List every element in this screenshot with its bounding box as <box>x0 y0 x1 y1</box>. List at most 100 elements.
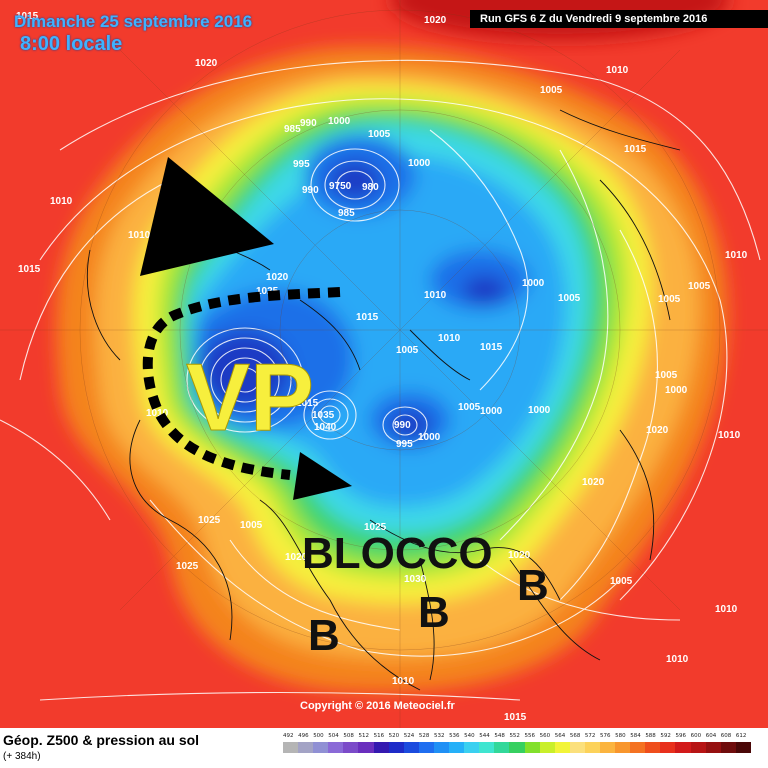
isobar-label: 1025 <box>364 522 387 533</box>
scale-label: 568 <box>569 733 581 739</box>
isobar-label: 1005 <box>240 520 263 531</box>
scale-swatch <box>584 742 600 753</box>
isobar-label: 1000 <box>528 405 551 416</box>
isobar-label: 1005 <box>688 281 711 292</box>
isobar-label: 1020 <box>508 550 531 561</box>
isobar-label: 990 <box>302 185 319 196</box>
scale-label: 572 <box>584 733 596 739</box>
scale-swatch <box>539 742 555 753</box>
isobar-label: 1005 <box>458 402 481 413</box>
vortex-dotted-arc <box>142 287 341 480</box>
scale-label: 500 <box>313 733 324 739</box>
isobar-label: 1010 <box>606 65 629 76</box>
isobar-label: 1010 <box>146 408 169 419</box>
isobar-label: 1020 <box>266 272 289 283</box>
isobar-label: 1010 <box>715 604 738 615</box>
scale-label: 580 <box>615 733 626 739</box>
model-run-label: Run GFS 6 Z du Vendredi 9 septembre 2016 <box>470 10 768 28</box>
isobar-label: 1005 <box>658 294 681 305</box>
isobars <box>0 59 761 701</box>
isobar-label: 1000 <box>408 158 431 169</box>
scale-label: 604 <box>705 733 717 739</box>
scale-label: 608 <box>720 733 732 739</box>
scale-label: 560 <box>539 733 551 739</box>
scale-swatch <box>630 742 646 753</box>
isobar-label: 1020 <box>195 58 218 69</box>
scale-swatch <box>343 742 359 753</box>
scale-label: 592 <box>660 733 671 739</box>
isobar-label: 1035 <box>312 410 335 421</box>
isobar-label: 1015 <box>16 11 39 22</box>
scale-swatch <box>449 742 465 753</box>
scale-label: 576 <box>600 733 611 739</box>
field-core-east <box>463 276 507 304</box>
isobar-label: 1000 <box>522 278 545 289</box>
isobar-label: 1025 <box>256 286 279 297</box>
isobar-label: 1015 <box>504 712 527 723</box>
scale-swatch <box>433 742 450 753</box>
scale-swatch <box>403 742 419 753</box>
geopotential-map: 1015 1020 1020 1010 1005 1000 1005 985 9… <box>0 0 768 728</box>
scale-swatch <box>599 742 616 753</box>
scale-swatch <box>479 742 495 753</box>
scale-swatch <box>720 742 736 753</box>
isobar-label: 1010 <box>725 250 748 261</box>
scale-label: 532 <box>433 733 445 739</box>
scale-swatch <box>735 742 751 753</box>
scale-swatch <box>705 742 721 753</box>
isobar-label: 985 <box>338 208 355 219</box>
legend-panel: Géop. Z500 & pression au sol (+ 384h) 49… <box>0 728 768 768</box>
scale-label: 520 <box>388 733 400 739</box>
isobar-label: 1025 <box>198 515 221 526</box>
scale-swatch <box>509 742 525 753</box>
scale-label: 548 <box>494 733 505 739</box>
low-marker-b2: B <box>418 588 450 637</box>
scale-label: 564 <box>554 733 566 739</box>
isobar-label: 1010 <box>438 333 461 344</box>
isobar-label: 1015 <box>624 144 647 155</box>
isobar-label: 990 <box>300 118 317 129</box>
scale-swatch <box>373 742 389 753</box>
scale-label: 504 <box>328 733 339 739</box>
scale-swatch <box>524 742 540 753</box>
scale-label: 528 <box>418 733 430 739</box>
isobar-label: 1005 <box>368 129 391 140</box>
scale-label: 552 <box>509 733 520 739</box>
scale-swatch <box>313 742 329 753</box>
isobar-label: 1000 <box>418 432 441 443</box>
isobar-label: 1000 <box>480 406 503 417</box>
graticule <box>0 0 768 728</box>
map-view: 1015 1020 1020 1010 1005 1000 1005 985 9… <box>0 0 768 728</box>
isobar-label: 1020 <box>424 15 447 26</box>
scale-swatch <box>358 742 374 753</box>
isobar-label: 1000 <box>665 385 688 396</box>
scale-swatch <box>494 742 510 753</box>
isobar-label: 1040 <box>314 422 337 433</box>
low-marker-b1: B <box>308 611 340 660</box>
field-core-north <box>330 162 380 198</box>
isobar-label: 1020 <box>582 477 605 488</box>
isobar-label: 995 <box>396 439 413 450</box>
isobar-label: 1020 <box>646 425 669 436</box>
scale-label: 524 <box>403 733 415 739</box>
isobar-label: 1005 <box>540 85 563 96</box>
isobar-label: 1010 <box>392 676 415 687</box>
isobar-label: 990 <box>394 420 411 431</box>
isobar-label: 1010 <box>718 430 741 441</box>
isobar-label: 1015 <box>296 398 319 409</box>
scale-label: 544 <box>479 733 490 739</box>
isobar-label: 1005 <box>610 576 633 587</box>
isobar-label: 1010 <box>128 230 151 241</box>
scale-swatch <box>690 742 706 753</box>
scale-label: 612 <box>735 733 747 739</box>
vortex-label: VP <box>186 344 314 451</box>
scale-label: 508 <box>343 733 354 739</box>
forecast-horizon: (+ 384h) <box>3 751 41 762</box>
scale-label: 536 <box>449 733 460 739</box>
isobar-label: 9750 <box>329 181 352 192</box>
low-marker-b3: B <box>517 561 549 610</box>
scale-swatch <box>554 742 570 753</box>
scale-swatch <box>660 742 676 753</box>
isobar-label: 1010 <box>50 196 73 207</box>
legend-title: Géop. Z500 & pression au sol <box>3 732 200 748</box>
